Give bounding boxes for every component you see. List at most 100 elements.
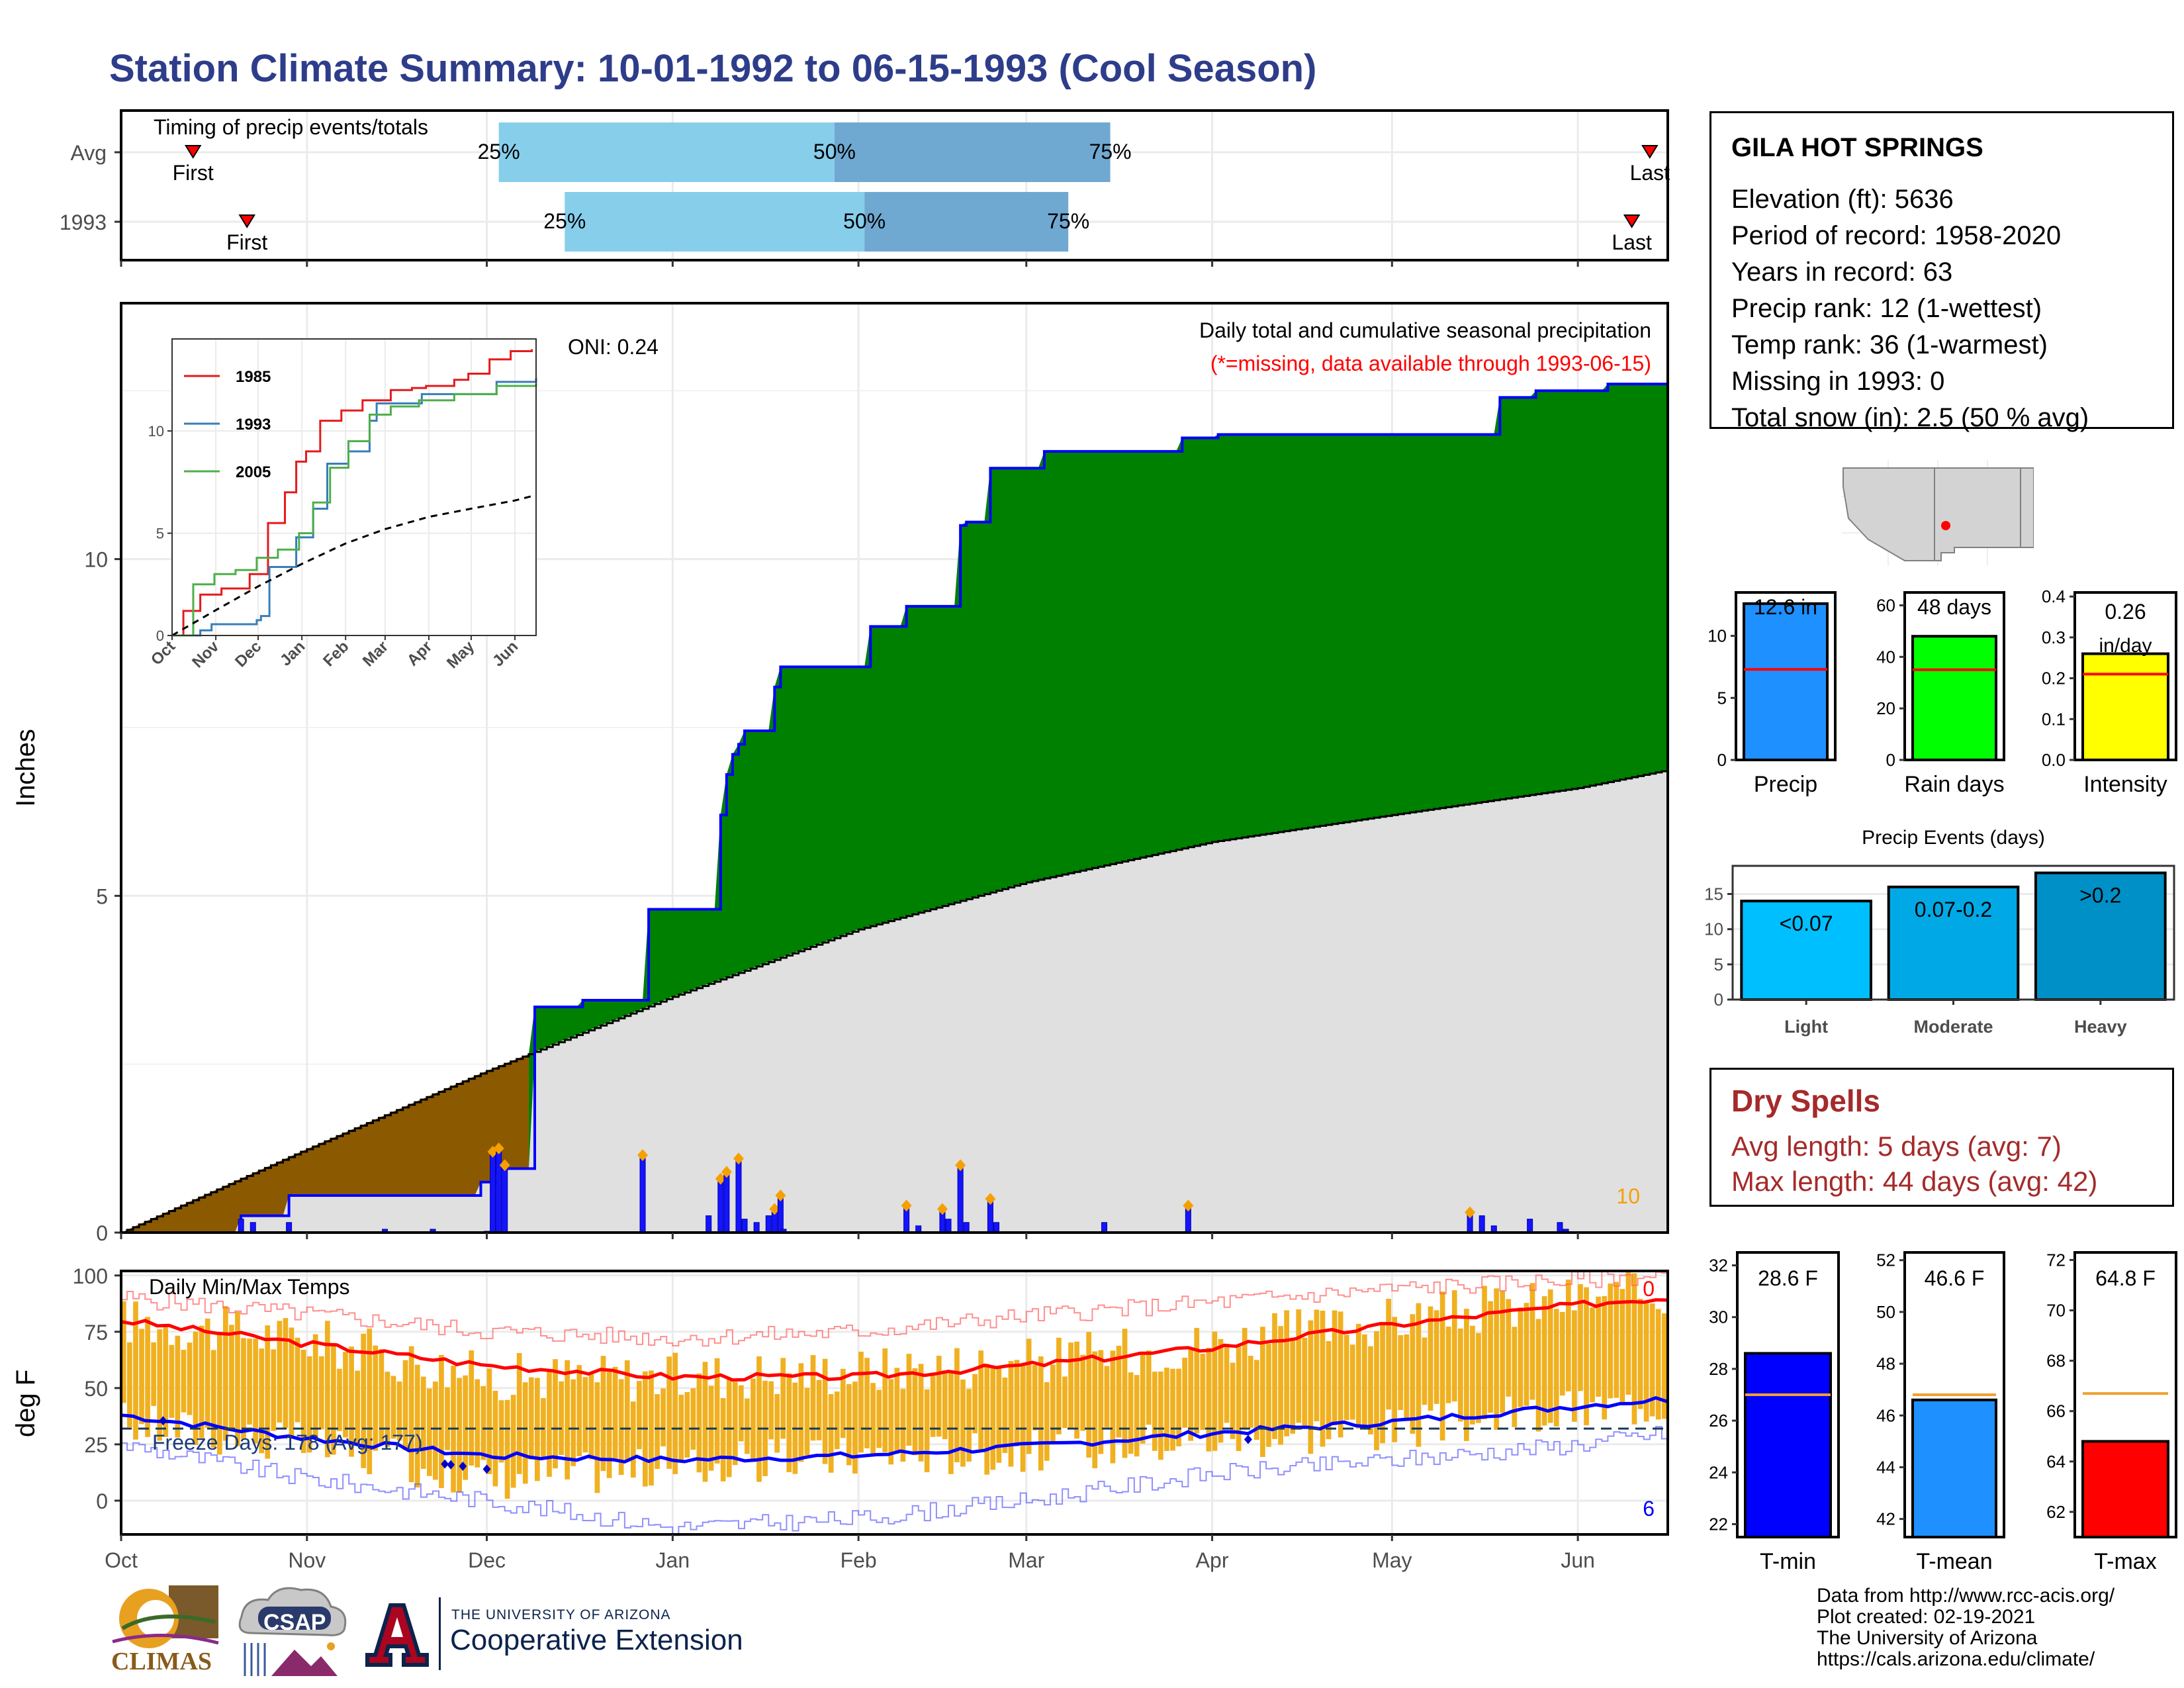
- daily-temp-bar: [1206, 1348, 1212, 1452]
- daily-temp-bar: [324, 1321, 330, 1458]
- precip-events-title: Precip Events (days): [1862, 827, 2045, 849]
- daily-temp-bar: [1164, 1368, 1169, 1452]
- event-bar-label: 0.07-0.2: [1915, 898, 1992, 921]
- daily-temp-bar: [504, 1399, 510, 1499]
- daily-temp-bar: [1428, 1306, 1433, 1411]
- daily-temp-bar: [271, 1349, 277, 1431]
- daily-temp-bar: [492, 1390, 498, 1487]
- daily-temp-bar: [672, 1352, 678, 1474]
- credit-data-source: Data from http://www.rcc-acis.org/: [1817, 1585, 2115, 1607]
- record-low-marker: [1244, 1434, 1252, 1444]
- daily-temp-bar: [1439, 1291, 1445, 1441]
- daily-temp-bar: [343, 1352, 348, 1438]
- daily-temp-bar: [306, 1356, 312, 1453]
- daily-temp-bar: [649, 1370, 654, 1486]
- daily-temp-bar: [1488, 1301, 1493, 1413]
- dry-spells-avg: Avg length: 5 days (avg: 7): [1731, 1131, 2062, 1162]
- daily-temp-bar: [355, 1370, 360, 1444]
- temps-ytick-label: 100: [73, 1264, 108, 1288]
- credits: Data from http://www.rcc-acis.org/ Plot …: [1817, 1585, 2115, 1670]
- event-category-label: Moderate: [1913, 1017, 1993, 1037]
- timing-title: Timing of precip events/totals: [154, 115, 428, 139]
- daily-temp-bar: [528, 1377, 534, 1460]
- events-ytick-label: 10: [1704, 919, 1723, 939]
- daily-temp-bar: [289, 1327, 295, 1439]
- daily-temp-bar: [1482, 1286, 1487, 1420]
- temps-ylabel: deg F: [11, 1370, 40, 1437]
- daily-temp-bar: [1038, 1356, 1044, 1471]
- location-map: [1842, 460, 2034, 566]
- heavy-precip-marker: [733, 1152, 744, 1165]
- daily-temp-bar: [1547, 1289, 1553, 1423]
- daily-temp-bar: [1614, 1282, 1619, 1398]
- daily-temp-bar: [870, 1383, 876, 1454]
- daily-temp-bar: [1590, 1307, 1595, 1403]
- inset-series-1985: [172, 349, 533, 637]
- daily-temp-bar: [606, 1372, 612, 1478]
- daily-temp-bar: [990, 1367, 996, 1470]
- cumulative-corner-label: 10: [1616, 1184, 1640, 1208]
- seasonal-value-unit: in/day: [2099, 635, 2152, 657]
- daily-temp-bar: [1494, 1288, 1500, 1430]
- daily-temp-bar: [834, 1391, 840, 1450]
- heavy-precip-marker: [499, 1159, 510, 1172]
- daily-temp-bar: [618, 1379, 624, 1476]
- timing-first-marker: [238, 214, 256, 228]
- daily-temp-bar: [954, 1348, 960, 1463]
- daily-temp-bar: [1212, 1331, 1218, 1451]
- event-bar-label: <0.07: [1780, 912, 1833, 935]
- record-min-count: 6: [1643, 1497, 1655, 1521]
- daily-temp-bar: [864, 1358, 870, 1448]
- daily-temp-bar: [666, 1356, 672, 1469]
- heavy-precip-marker: [936, 1203, 948, 1215]
- inset-legend-label: 2005: [236, 463, 271, 481]
- seasonal-panel-name: Intensity: [2083, 772, 2167, 797]
- daily-temp-bar: [720, 1398, 726, 1481]
- daily-temp-bar: [594, 1382, 600, 1493]
- timing-frame: [120, 109, 1669, 261]
- tsummary-ytick-label: 22: [1709, 1514, 1728, 1534]
- daily-temp-bar: [1535, 1319, 1541, 1432]
- daily-temp-bar: [1457, 1328, 1463, 1422]
- tsummary-ytick-label: 42: [1876, 1509, 1895, 1529]
- daily-temp-bar: [163, 1325, 169, 1437]
- daily-temp-bar: [1631, 1273, 1637, 1425]
- temps-ytick-label: 50: [84, 1377, 108, 1401]
- precip-events-chart: Precip Events (days) <0.07 Light 0.07-0.2 Mo…: [1704, 827, 2175, 1037]
- seasonal-panel-precip: 12.6 in 0 5 10 Precip: [1707, 591, 1837, 797]
- daily-temp-bar: [121, 1301, 126, 1403]
- record-max-count: 0: [1643, 1277, 1655, 1301]
- daily-temp-bar: [426, 1388, 432, 1476]
- station-temp-rank: Temp rank: 36 (1-warmest): [1731, 330, 2048, 359]
- month-label: Mar: [1008, 1548, 1044, 1572]
- daily-temp-bar: [259, 1348, 265, 1454]
- oni-label: ONI: 0.24: [568, 335, 659, 359]
- daily-temp-bar: [1404, 1334, 1410, 1420]
- seasonal-panel-name: Precip: [1754, 772, 1817, 797]
- tsummary-ytick-label: 46: [1876, 1405, 1895, 1425]
- seasonal-bars: 12.6 in 0 5 10 Precip 48 days 0 20 40 60 Rain days…: [1707, 586, 2177, 797]
- temperature-panel: Daily Min/Max Temps Freeze Days: 178 (Avg…: [11, 1264, 1669, 1572]
- daily-temp-bar: [756, 1356, 762, 1482]
- tsummary-ytick-label: 62: [2046, 1502, 2066, 1522]
- cooperative-extension-text: Cooperative Extension: [450, 1624, 743, 1656]
- timing-label-75: 75%: [1089, 140, 1132, 164]
- daily-temp-bar: [1320, 1310, 1326, 1447]
- daily-precip-bar: [1101, 1222, 1108, 1233]
- daily-temp-bar: [1584, 1287, 1589, 1426]
- credit-url: https://cals.arizona.edu/climate/: [1817, 1648, 2095, 1670]
- daily-temp-bar: [151, 1342, 156, 1406]
- daily-temp-bar: [738, 1385, 744, 1442]
- daily-temp-bar: [1230, 1362, 1236, 1440]
- daily-temp-bar: [1541, 1296, 1547, 1426]
- daily-temp-bar: [1529, 1283, 1535, 1400]
- tsummary-value-bar: [1911, 1398, 1997, 1538]
- seasonal-ytick-label: 0.1: [2042, 709, 2066, 729]
- inset-ytick-label: 0: [156, 628, 164, 644]
- daily-temp-bar: [486, 1368, 492, 1474]
- month-label: Jun: [1561, 1548, 1595, 1572]
- daily-temp-bar: [133, 1301, 138, 1440]
- inset-series-2005: [172, 383, 537, 637]
- daily-temp-bar: [600, 1356, 606, 1472]
